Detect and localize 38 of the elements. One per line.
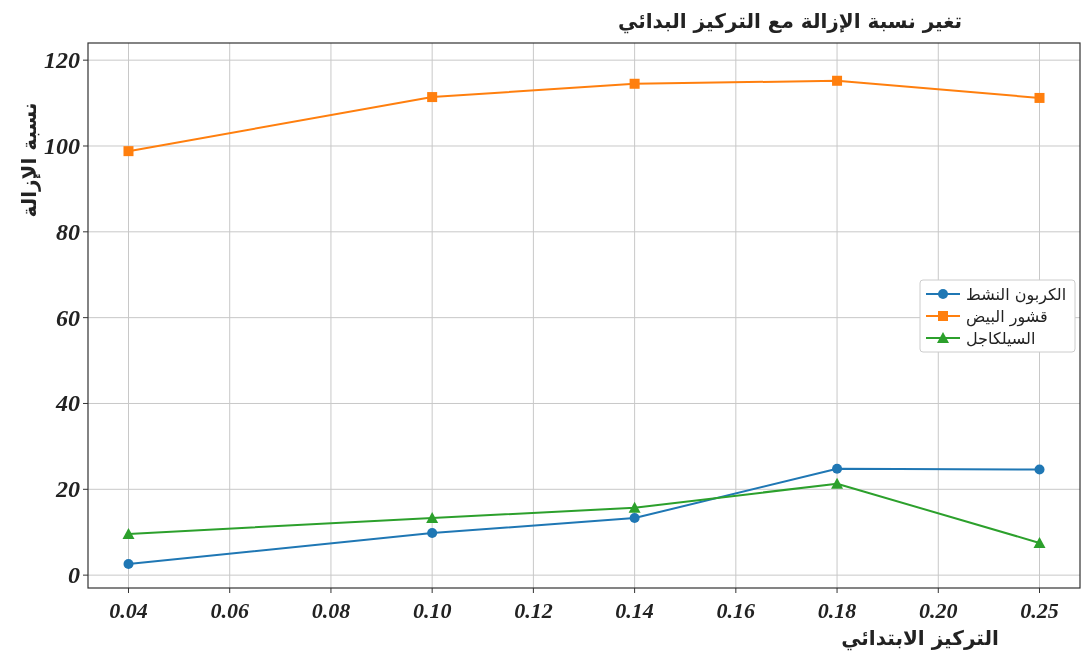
point [123,146,134,157]
chart-title: تغير نسبة الإزالة مع التركيز البدائي [617,9,963,34]
point [1033,536,1046,548]
y-tick-label: 40 [55,390,80,417]
legend-label: السيلكاجل [966,329,1036,348]
y-tick-label: 100 [44,132,80,159]
x-tick-label: 0.10 [412,598,452,623]
x-tick-label: 0.16 [716,598,756,623]
point [628,501,641,513]
point [1034,92,1045,103]
point [1034,464,1045,475]
point [122,527,135,539]
x-tick-label: 0.18 [817,598,857,623]
x-tick-label: 0.04 [109,598,148,623]
y-tick-label: 20 [55,476,80,503]
y-tick-label: 60 [56,304,80,331]
point [831,477,844,489]
x-axis-title: التركيز الابتدائي [841,626,999,651]
x-tick-label: 0.06 [210,598,249,623]
legend-label: الكربون النشط [966,285,1067,305]
legend-label: قشور البيض [966,307,1048,327]
x-tick-label: 0.12 [514,598,553,623]
y-tick-label: 0 [68,562,80,589]
x-tick-label: 0.08 [311,598,351,623]
y-tick-label: 120 [44,47,80,74]
point [629,78,640,89]
x-tick-label: 0.20 [919,598,958,623]
point [427,92,438,103]
x-tick-label: 0.14 [615,598,654,623]
point [123,558,134,569]
point [426,512,439,524]
x-tick-label: 0.25 [1020,598,1059,623]
point [629,513,640,524]
y-tick-label: 80 [56,218,80,245]
y-axis-title: نسبة الإزالة [17,102,41,218]
point [427,528,438,539]
point [832,75,843,86]
point [832,463,843,474]
